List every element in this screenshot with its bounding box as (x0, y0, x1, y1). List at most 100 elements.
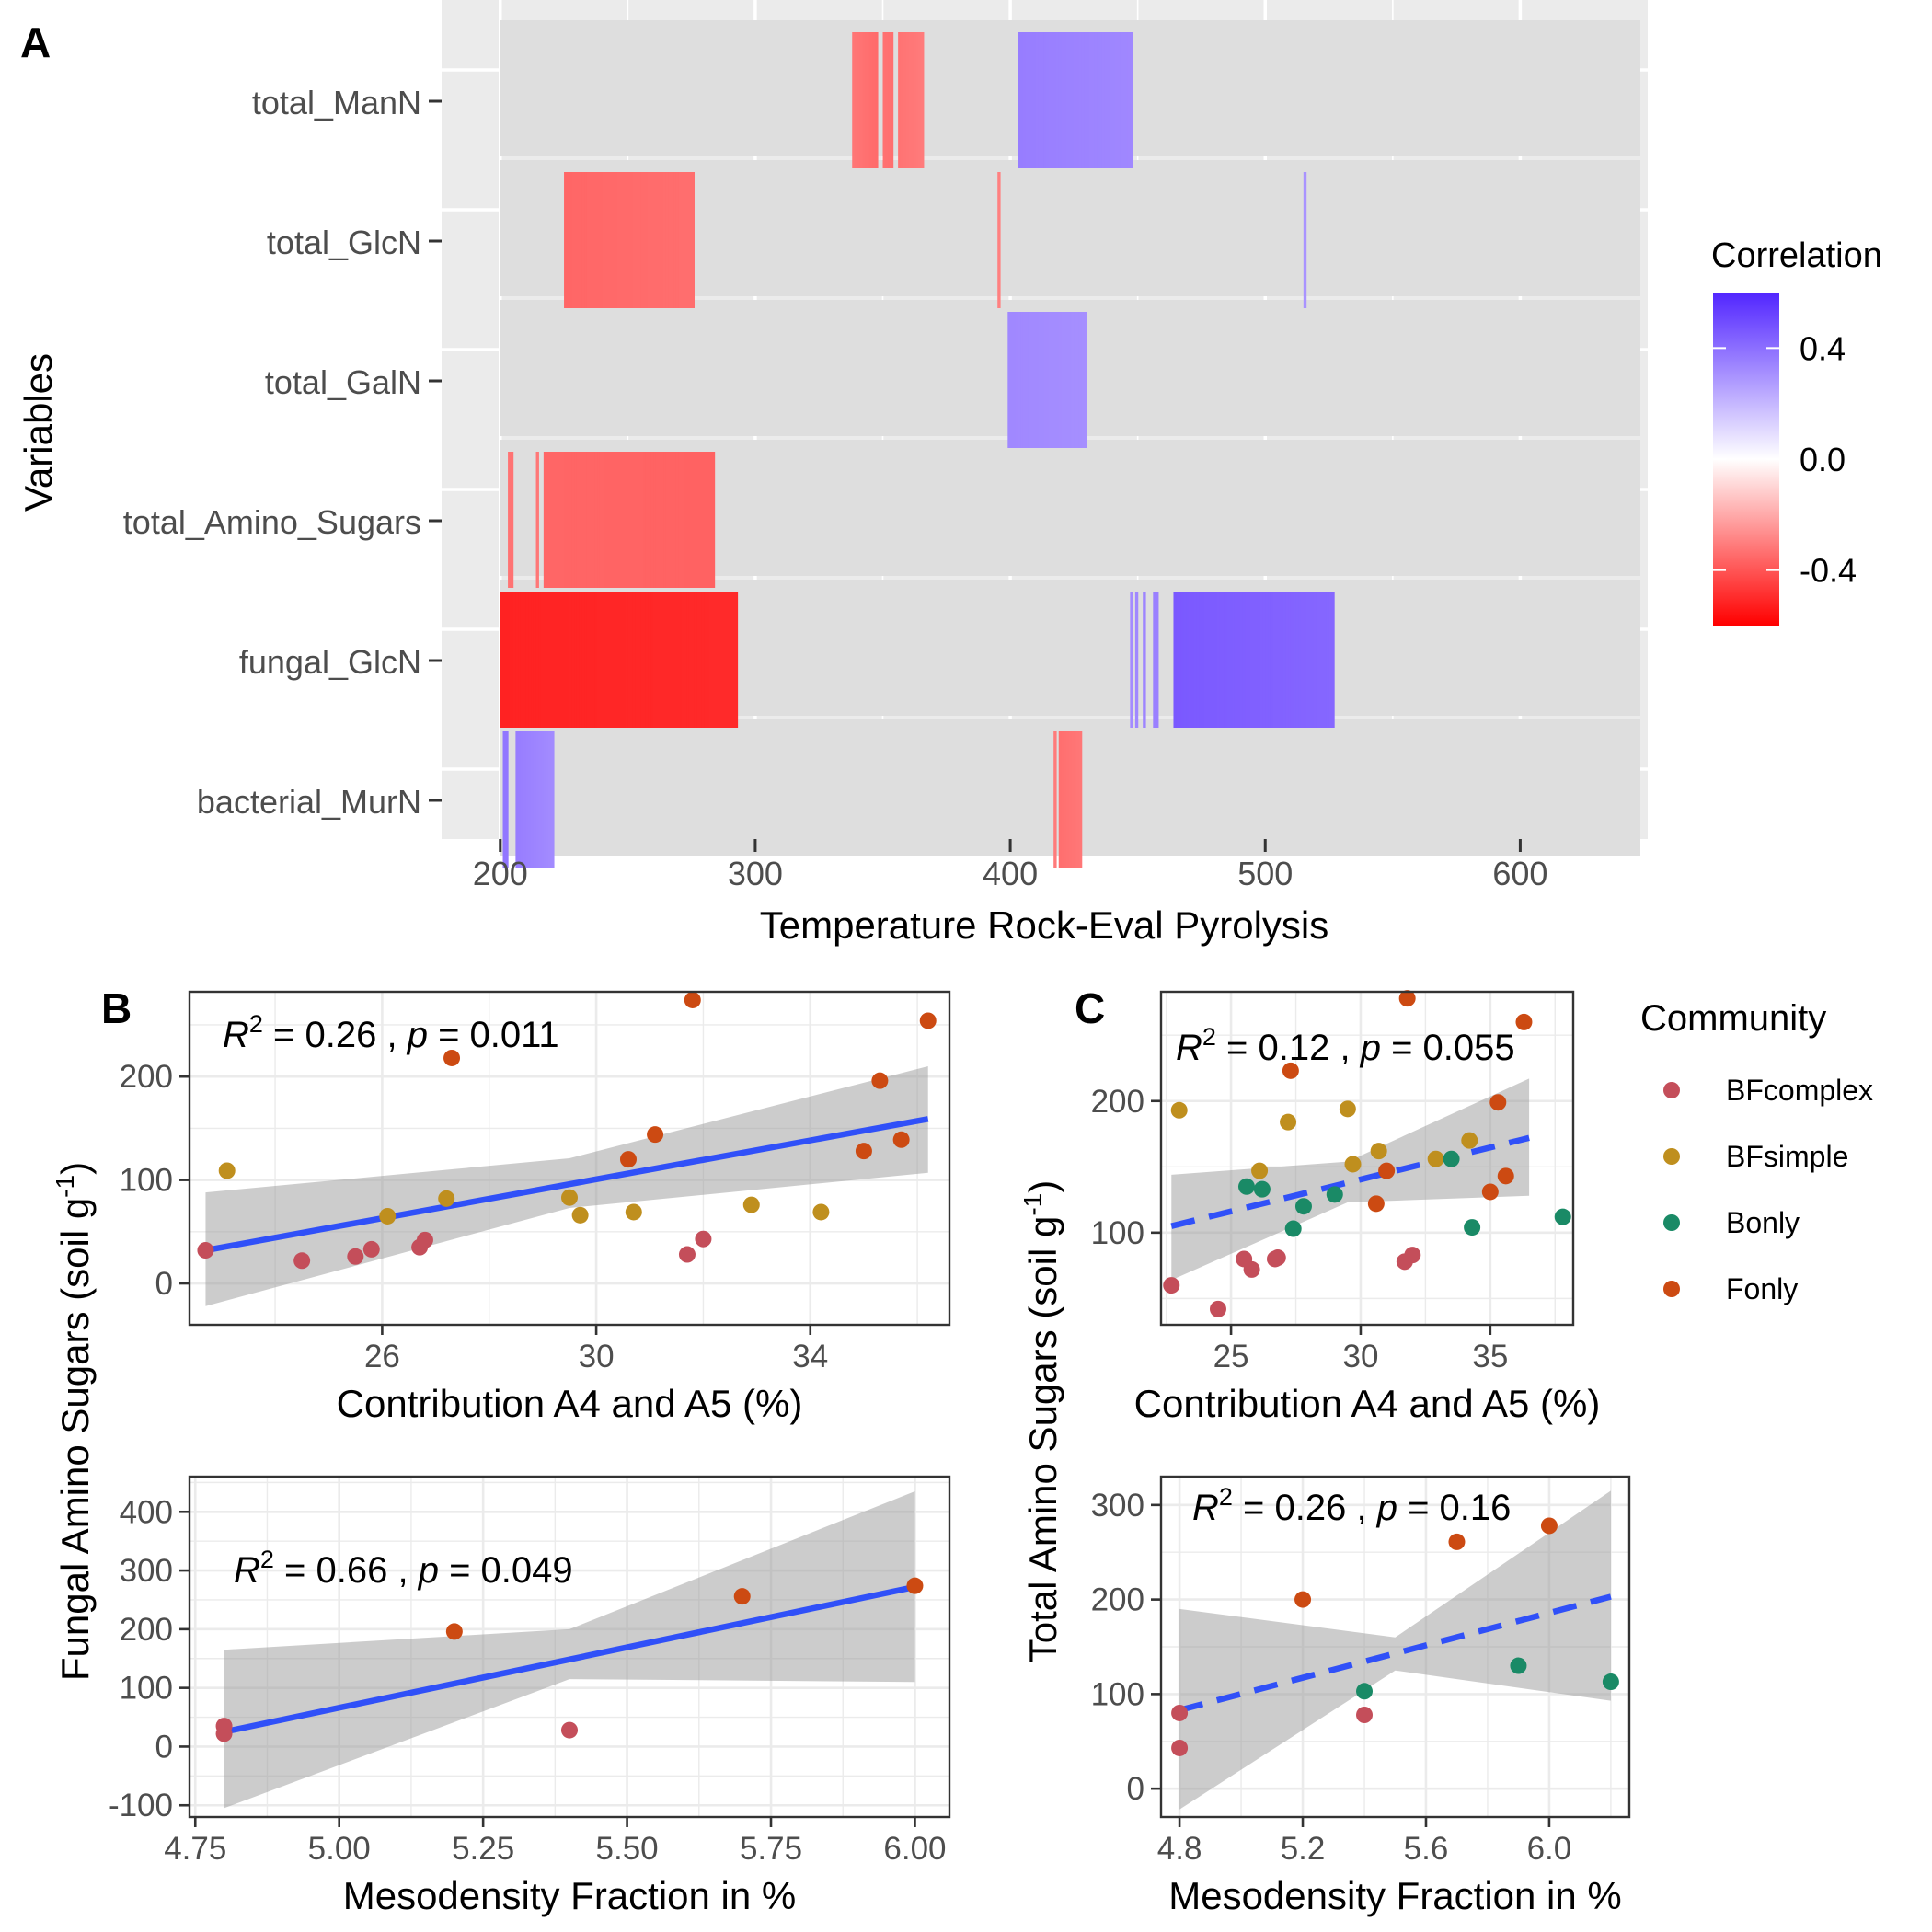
heatmap-cell (561, 592, 565, 728)
heatmap-cell (589, 172, 593, 308)
heatmap-segment (1303, 172, 1307, 308)
heatmap-cell (625, 592, 628, 728)
heatmap-cell (696, 452, 700, 588)
heatmap-cell (1326, 592, 1330, 728)
heatmap-cell (1055, 32, 1060, 168)
x-tick-label: 6.00 (883, 1831, 946, 1867)
heatmap-cell (627, 172, 631, 308)
heatmap-cell (717, 592, 720, 728)
x-tick-label: 5.75 (740, 1831, 802, 1867)
heatmap-cell (541, 592, 545, 728)
heatmap-cell (548, 592, 552, 728)
heatmap-cell (523, 592, 527, 728)
heatmap-cell (1190, 592, 1195, 728)
heatmap-cell (535, 592, 539, 728)
heatmap-cell (1074, 32, 1077, 168)
plot-frame (188, 990, 951, 1327)
y-tick-label: 100 (120, 1671, 173, 1707)
heatmap-cell (512, 592, 516, 728)
heatmap-cell (1295, 592, 1299, 728)
x-tick-label: 5.2 (1281, 1831, 1326, 1867)
heatmap-segment (564, 172, 695, 308)
heatmap-cell (1071, 32, 1075, 168)
heatmap-cell (1156, 592, 1159, 728)
regression-line (1179, 1593, 1612, 1714)
heatmap-cell (1104, 32, 1109, 168)
x-tick-label: 4.8 (1157, 1831, 1202, 1867)
heatmap-x-axis-title: Temperature Rock-Eval Pyrolysis (760, 903, 1329, 947)
confidence-band (1179, 1490, 1611, 1810)
heatmap-cell (574, 172, 578, 308)
scatter-point (1540, 1517, 1558, 1535)
heatmap-cell (594, 592, 598, 728)
heatmap-segment (1007, 312, 1087, 448)
heatmap-cell (1189, 592, 1192, 728)
heatmap-cell (721, 592, 726, 728)
scatter-point (1163, 1277, 1180, 1294)
scatter-point (1171, 1739, 1189, 1756)
heatmap-segment (1058, 731, 1083, 868)
heatmap-cell (620, 172, 624, 308)
scatter-point (1404, 1247, 1421, 1264)
scatter-point (1448, 1533, 1466, 1550)
heatmap-segments (500, 32, 1335, 868)
heatmap-cell (684, 172, 687, 308)
heatmap-cell (1033, 312, 1037, 448)
heatmap-row-label: fungal_GlcN (239, 643, 421, 681)
heatmap-cell (1018, 32, 1021, 168)
scatter-point (1554, 1208, 1571, 1225)
heatmap-cell (1015, 312, 1018, 448)
heatmap-cell (630, 172, 634, 308)
colorbar-tick-label: 0.0 (1800, 441, 1846, 478)
scatter-point (1398, 990, 1416, 1007)
heatmap-cell (538, 592, 542, 728)
heatmap-cell (882, 32, 886, 168)
community-legend: Community BFcomplex BFsimple Bonly Fonly (1640, 998, 1873, 1305)
heatmap-cell (607, 592, 611, 728)
heatmap-cell (1081, 312, 1086, 448)
heatmap-cell (1114, 32, 1119, 168)
heatmap-cell (510, 452, 514, 588)
heatmap-segment (1143, 592, 1146, 728)
heatmap-cell (630, 452, 634, 588)
heatmap-cell (589, 592, 593, 728)
heatmap-cell (869, 32, 874, 168)
heatmap-cell (627, 452, 631, 588)
heatmap-panel: total_ManN total_GlcN total_GalN total_Amin… (17, 0, 1648, 947)
heatmap-cell (661, 592, 664, 728)
heatmap-cell (1053, 32, 1057, 168)
heatmap-cell (1078, 312, 1083, 448)
heatmap-cell (890, 32, 894, 168)
scatter-point (1370, 1143, 1387, 1160)
heatmap-cell (673, 172, 677, 308)
heatmap-cell (1076, 312, 1080, 448)
heatmap-cell (543, 731, 547, 868)
scatter-point (684, 991, 701, 1008)
x-axis-title: Contribution A4 and A5 (%) (337, 1382, 803, 1425)
scatter-point (362, 1240, 380, 1258)
heatmap-cell (1053, 731, 1057, 868)
heatmap-cell (1043, 32, 1047, 168)
heatmap-cell (505, 592, 509, 728)
heatmap-cell (523, 731, 527, 868)
scatter-point (1515, 1013, 1533, 1030)
heatmap-cell (663, 172, 667, 308)
heatmap-cell (617, 592, 621, 728)
heatmap-cell (1186, 592, 1190, 728)
heatmap-cell (597, 452, 601, 588)
heatmap-segment (543, 452, 716, 588)
scatter-point (438, 1190, 455, 1207)
heatmap-cell (1247, 592, 1251, 728)
heatmap-cell (1173, 592, 1177, 728)
scatter-point (1251, 1162, 1269, 1179)
heatmap-cell (548, 452, 552, 588)
heatmap-cell (1293, 592, 1297, 728)
y-tick-label: 0 (1127, 1771, 1144, 1807)
heatmap-segment (500, 592, 739, 728)
heatmap-cell (586, 592, 591, 728)
heatmap-cell (502, 731, 506, 868)
heatmap-cell (671, 172, 674, 308)
scatter-point (1170, 1101, 1188, 1119)
heatmap-cell (1130, 592, 1133, 728)
heatmap-cell (650, 452, 654, 588)
